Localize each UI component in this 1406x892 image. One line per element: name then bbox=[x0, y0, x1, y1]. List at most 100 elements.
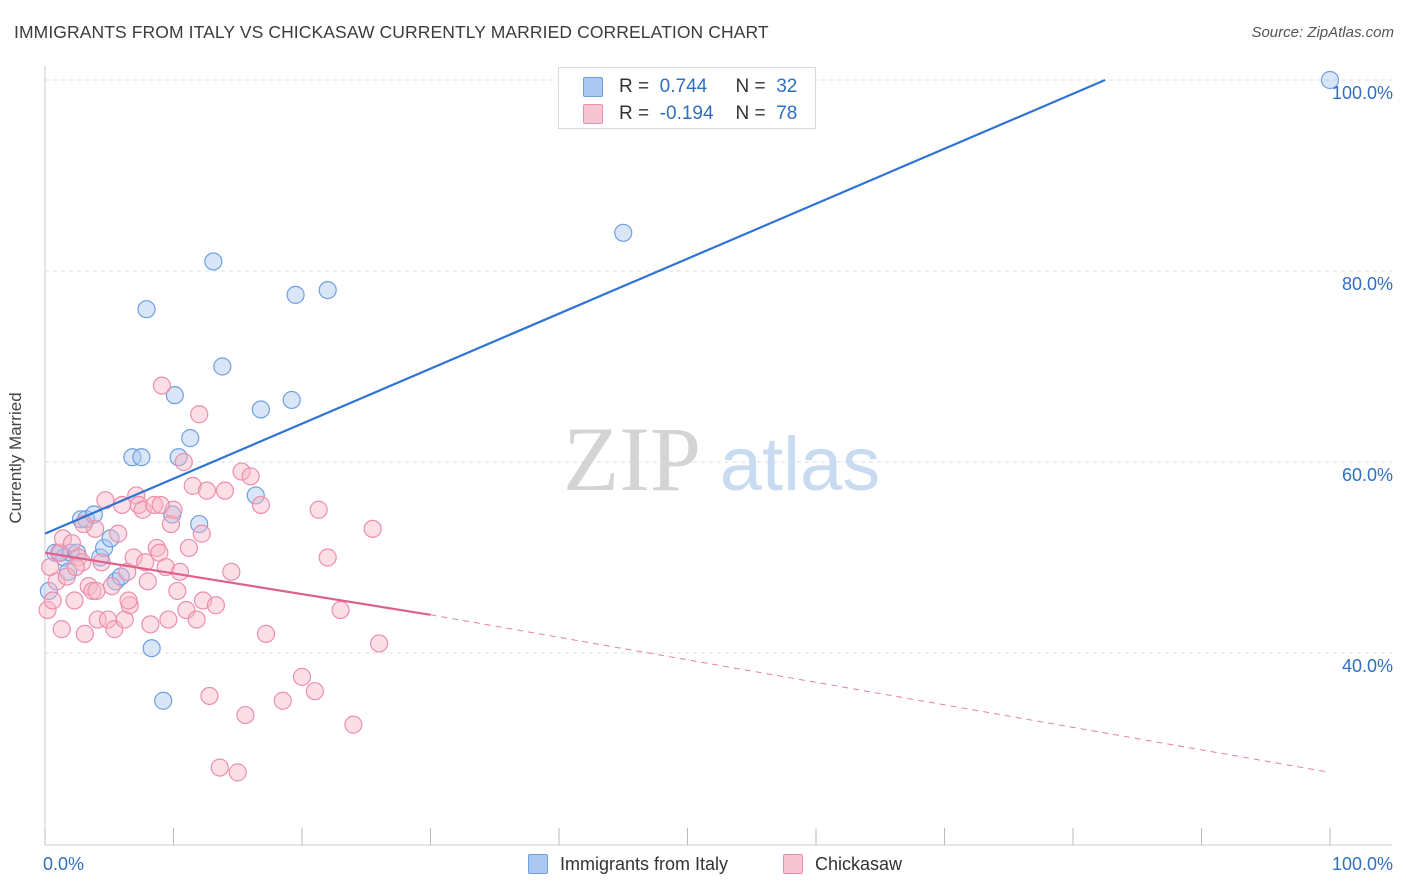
blue-data-point bbox=[286, 285, 305, 304]
pink-data-point bbox=[197, 481, 217, 500]
pink-data-point bbox=[179, 538, 199, 558]
blue-data-point bbox=[251, 400, 270, 419]
pink-data-point bbox=[174, 452, 193, 472]
pink-data-point bbox=[200, 686, 219, 706]
y-tick-label: 60.0% bbox=[1342, 465, 1393, 485]
y-tick-label: 40.0% bbox=[1342, 656, 1393, 676]
blue-swatch bbox=[583, 77, 603, 97]
legend-label: Chickasaw bbox=[815, 853, 903, 874]
blue-data-point bbox=[142, 639, 161, 658]
pink-data-point bbox=[363, 519, 382, 538]
pink-data-point bbox=[145, 495, 164, 515]
n-label: N = bbox=[735, 103, 766, 124]
blue-data-point bbox=[318, 281, 337, 300]
pink-data-point bbox=[215, 481, 234, 500]
pink-data-point bbox=[190, 405, 209, 424]
pink-data-point bbox=[210, 758, 229, 777]
gridlines bbox=[45, 79, 1392, 654]
pink-data-point bbox=[170, 562, 190, 581]
blue-data-point bbox=[165, 386, 184, 405]
pink-data-point bbox=[187, 610, 206, 629]
pink-data-point bbox=[222, 562, 241, 581]
pink-data-point bbox=[206, 596, 226, 615]
pink-swatch bbox=[583, 104, 603, 124]
watermark-zip: ZIP bbox=[563, 408, 701, 510]
pink-data-point bbox=[151, 495, 170, 515]
blue-data-point bbox=[614, 223, 633, 242]
pink-data-point bbox=[53, 529, 73, 548]
pink-data-point bbox=[138, 572, 157, 591]
pink-data-point bbox=[47, 572, 66, 591]
blue-data-point bbox=[204, 252, 223, 271]
pink-data-point bbox=[168, 581, 187, 601]
pink-data-point bbox=[88, 610, 107, 629]
pink-data-point bbox=[256, 624, 276, 644]
r-value: 0.744 bbox=[659, 76, 708, 97]
pink-data-point bbox=[309, 500, 328, 519]
watermark-atlas: atlas bbox=[720, 422, 881, 507]
blue-data-point bbox=[181, 429, 200, 448]
blue-data-point bbox=[132, 448, 151, 467]
y-tick-label: 80.0% bbox=[1342, 274, 1393, 294]
pink-data-point bbox=[52, 620, 71, 639]
y-tick-label: 100.0% bbox=[1332, 83, 1393, 103]
pink-data-point bbox=[183, 476, 202, 495]
r-label: R = bbox=[619, 76, 650, 97]
pink-data-point bbox=[43, 591, 62, 610]
pink-data-point bbox=[66, 557, 85, 577]
pink-data-point bbox=[102, 577, 121, 596]
legend-swatch-blue bbox=[528, 854, 548, 874]
blue-data-point bbox=[1320, 70, 1340, 90]
legend-item-italy: Immigrants from Italy bbox=[528, 852, 728, 876]
data-points bbox=[38, 70, 1340, 782]
n-value: 78 bbox=[776, 103, 798, 124]
pink-data-point bbox=[232, 462, 251, 481]
pink-data-point bbox=[141, 615, 160, 634]
blue-data-point bbox=[137, 300, 156, 319]
y-axis-title: Currently Married bbox=[6, 392, 25, 524]
stats-box: R = 0.744 N = 32 R = -0.194 N = 78 bbox=[558, 67, 816, 129]
x-tick-label: 0.0% bbox=[43, 854, 84, 874]
r-value: -0.194 bbox=[659, 103, 714, 124]
pink-data-point bbox=[273, 691, 292, 710]
pink-data-point bbox=[152, 376, 172, 395]
pink-data-point bbox=[115, 610, 134, 629]
blue-data-point bbox=[246, 486, 265, 505]
pink-data-point bbox=[228, 763, 247, 782]
blue-data-point bbox=[282, 390, 301, 410]
n-value: 32 bbox=[776, 76, 798, 97]
pink-data-point bbox=[159, 610, 178, 629]
axes bbox=[44, 66, 1392, 846]
blue-data-point bbox=[39, 581, 58, 601]
blue-data-point bbox=[213, 357, 232, 376]
pink-data-point bbox=[344, 715, 363, 734]
pink-data-point bbox=[331, 600, 350, 620]
pink-data-point bbox=[305, 682, 324, 701]
blue-data-point bbox=[154, 691, 173, 710]
legend-item-chickasaw: Chickasaw bbox=[783, 852, 902, 876]
legend-label: Immigrants from Italy bbox=[560, 853, 729, 874]
tick-labels: 40.0% 60.0% 80.0% 100.0% 0.0% 100.0% bbox=[43, 83, 1393, 874]
pink-data-point bbox=[75, 624, 94, 644]
n-label: N = bbox=[735, 76, 766, 97]
pink-data-point bbox=[119, 591, 138, 610]
blue-trend-line bbox=[44, 78, 1106, 535]
pink-data-point bbox=[86, 519, 105, 538]
pink-data-point bbox=[251, 495, 270, 515]
blue-data-point bbox=[95, 538, 114, 558]
pink-data-point bbox=[236, 705, 255, 725]
pink-trend-line bbox=[430, 614, 1331, 773]
pink-data-point bbox=[241, 467, 260, 486]
pink-data-point bbox=[109, 524, 128, 543]
pink-data-point bbox=[136, 553, 155, 572]
pink-trend-line bbox=[44, 551, 431, 616]
source-label: Source: ZipAtlas.com bbox=[1251, 24, 1394, 41]
pink-data-point bbox=[370, 634, 389, 653]
pink-data-point bbox=[161, 514, 181, 534]
pink-data-point bbox=[83, 581, 102, 601]
r-label: R = bbox=[619, 103, 650, 124]
pink-data-point bbox=[147, 538, 166, 558]
pink-data-point bbox=[292, 667, 312, 686]
chart-title: IMMIGRANTS FROM ITALY VS CHICKASAW CURRE… bbox=[14, 22, 769, 42]
